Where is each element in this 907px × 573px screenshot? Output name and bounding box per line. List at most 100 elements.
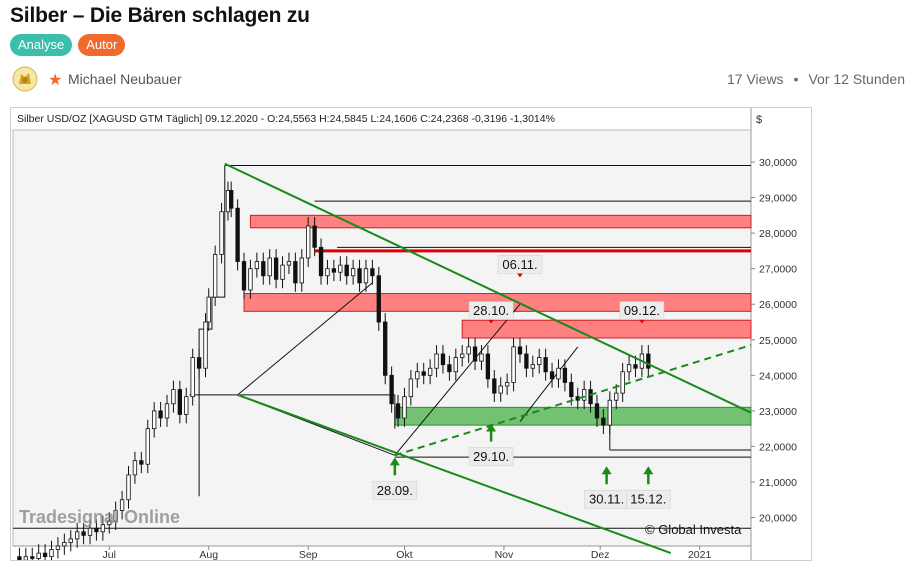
candle [594, 394, 600, 427]
candle-body [402, 396, 407, 419]
candle [145, 419, 150, 474]
candle-body [460, 353, 465, 358]
candle-body [184, 396, 189, 415]
candle-body [152, 410, 157, 430]
tag-list: Analyse Autor [10, 34, 126, 56]
candle-body [370, 268, 375, 277]
candle-body [139, 460, 144, 465]
candle [254, 252, 260, 278]
x-tick-label: Dez [591, 549, 610, 560]
price-chart: Silber USD/OZ [XAGUSD GTM Täglich] 09.12… [10, 107, 812, 561]
candle [235, 199, 240, 271]
candle [107, 512, 112, 534]
copyright-label: © Global Investa [645, 522, 742, 537]
candle [504, 373, 510, 395]
candle [126, 466, 131, 509]
candle [248, 259, 253, 299]
candle [537, 348, 542, 374]
candle [626, 355, 632, 381]
author-link[interactable]: Michael Neubauer [68, 71, 182, 87]
candle [299, 249, 304, 292]
candle-body [203, 321, 208, 369]
candle-body [36, 552, 41, 559]
candle [427, 359, 433, 385]
candle [383, 313, 388, 385]
candle-body [248, 268, 253, 291]
candle-body [30, 556, 35, 559]
candle [312, 217, 317, 257]
date-annotation: 29.10. [468, 423, 514, 466]
candle [100, 515, 106, 541]
candle [331, 259, 337, 282]
candle-body [75, 531, 80, 540]
candle-body [383, 321, 388, 376]
candle [440, 345, 446, 374]
arrow-up-icon [389, 457, 400, 466]
lion-logo-icon [12, 66, 38, 92]
star-icon: ★ [48, 72, 63, 89]
publish-time: Vor 12 Stunden [808, 71, 905, 87]
candle [614, 384, 619, 410]
candle-body [472, 346, 478, 362]
candle-body [537, 357, 542, 366]
candle [75, 522, 80, 548]
candle [415, 362, 420, 388]
candle-body [331, 268, 337, 273]
candle [273, 249, 279, 289]
x-tick-label: Jul [103, 549, 116, 560]
channel-line [224, 162, 752, 414]
candle [23, 547, 28, 560]
candle-body [62, 542, 67, 547]
candle [472, 338, 478, 370]
date-annotation: 06.11. [497, 255, 543, 278]
candle-body [492, 378, 497, 394]
candle-body [447, 364, 452, 373]
annotation-label: 15.12. [630, 492, 666, 507]
x-tick-label: Okt [396, 549, 412, 560]
candle-body [395, 403, 401, 419]
candle-body [427, 367, 433, 376]
candle-body [389, 374, 394, 405]
trend-line [519, 346, 579, 422]
candle-body [241, 261, 247, 291]
candle [17, 547, 22, 560]
candle [357, 259, 362, 292]
candle [588, 380, 593, 413]
candle [206, 288, 211, 331]
chart-header: Silber USD/OZ [XAGUSD GTM Täglich] 09.12… [17, 113, 555, 125]
candle [646, 345, 651, 378]
y-tick-label: 21,0000 [759, 477, 797, 489]
candle [524, 345, 529, 378]
candle-body [338, 264, 343, 273]
candle-body [42, 552, 48, 558]
x-tick-label: Aug [199, 549, 218, 560]
channel-line [394, 344, 752, 457]
candle-body [415, 371, 420, 380]
candle [363, 259, 369, 292]
annotation-label: 30.11. [589, 492, 624, 507]
candle-body [196, 357, 202, 369]
candle-body [68, 538, 73, 543]
candle [498, 377, 503, 402]
article-stats: 17 Views • Vor 12 Stunden [727, 71, 905, 87]
candle-body [626, 364, 632, 373]
candle-body [479, 353, 484, 362]
tag-analyse[interactable]: Analyse [10, 34, 73, 56]
candle [530, 355, 535, 378]
candle [453, 348, 458, 381]
annotation-label: 06.11. [502, 257, 537, 272]
y-tick-label: 26,0000 [759, 299, 797, 311]
candle-body [299, 257, 304, 284]
tag-autor[interactable]: Autor [78, 34, 126, 56]
candle [607, 391, 612, 434]
candle [139, 451, 144, 474]
candle [280, 256, 285, 289]
candle-body [119, 499, 125, 511]
candle [543, 348, 548, 381]
candle-body [581, 389, 587, 401]
arrow-up-icon [643, 466, 654, 475]
candle [94, 519, 99, 541]
date-annotation: 28.10. [468, 301, 514, 324]
candle-body [273, 257, 279, 280]
candle-body [100, 524, 106, 533]
